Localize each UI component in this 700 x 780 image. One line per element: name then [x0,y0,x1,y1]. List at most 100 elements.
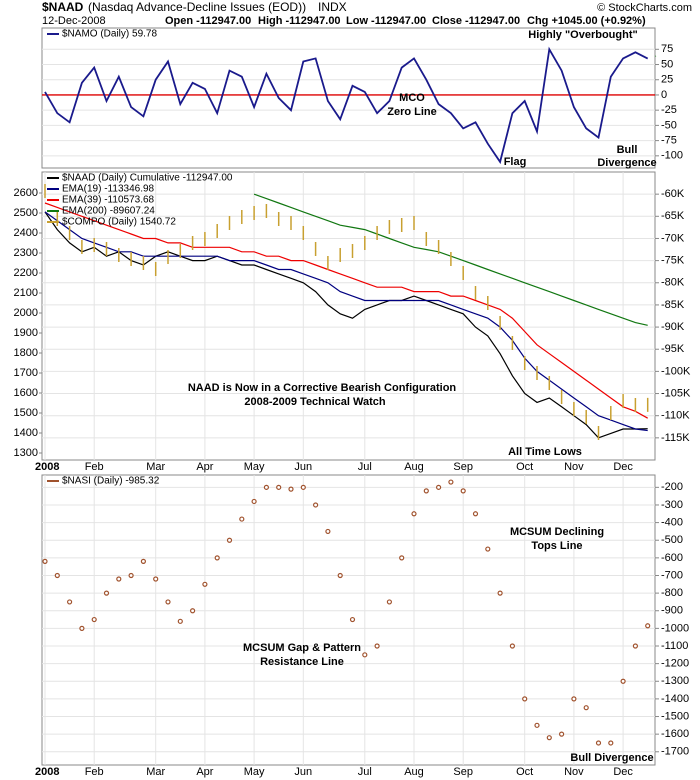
y-tick-label: 25 [661,74,673,86]
y-tick-label: -25 [661,104,677,116]
y-tick-label: -800 [661,587,683,599]
x-tick-label: Nov [564,766,584,778]
dot [522,696,528,702]
annotation: 2008-2009 Technical Watch [244,396,386,408]
high: High -112947.00 [258,15,341,27]
panel [41,171,656,461]
close: Close -112947.00 [432,15,520,27]
dot [558,731,565,737]
x-tick-label: Jun [294,461,312,473]
y-tick-label: -70K [661,232,685,244]
dot [571,696,577,702]
dot [239,516,245,522]
y-tick-label: -1600 [661,728,689,740]
x-tick-label: Dec [613,766,633,778]
annotation: Tops Line [531,540,582,552]
dot [399,555,405,561]
y-tick-label: -500 [661,534,683,546]
annotation: All Time Lows [508,446,582,458]
series-line [44,202,648,419]
y2-tick-label: 1700 [14,367,38,379]
x-tick-label: Sep [453,461,473,473]
dot [608,740,614,746]
y-tick-label: -1200 [661,658,689,670]
series-line [44,211,648,439]
dot [583,705,589,711]
series-line [44,46,649,165]
y-tick-label: 75 [661,43,673,55]
x-tick-label: Apr [196,766,213,778]
dot [546,735,552,741]
symbol: $NAAD [42,0,84,14]
dot [325,528,331,535]
dot [140,558,146,564]
y-tick-label: -100K [661,365,691,377]
dot [423,488,429,494]
dot [263,484,269,490]
annotation: MCSUM Declining [510,526,604,538]
dot [79,625,85,631]
y2-tick-label: 1600 [14,387,38,399]
low: Low -112947.00 [346,15,426,27]
dot [509,643,516,649]
dot [91,616,97,623]
dot [103,590,110,596]
dot [276,484,282,490]
x-tick-label: Feb [85,461,104,473]
y-tick-label: -400 [661,517,683,529]
y-tick-label: -200 [661,481,683,493]
dot [251,498,257,505]
annotation: NAAD is Now in a Corrective Bearish Conf… [188,382,457,394]
y-tick-label: -900 [661,605,683,617]
dot [534,722,540,728]
y-tick-label: -1000 [661,622,689,634]
annotation: Zero Line [387,106,437,118]
panel [41,474,656,766]
dot [128,572,134,579]
y2-tick-label: 2100 [14,287,38,299]
dot [448,479,454,485]
credit: © StockCharts.com [597,2,692,14]
annotation: Flag [504,156,527,168]
annotation: Resistance Line [260,656,344,668]
x-tick-label: Nov [564,461,584,473]
dot [386,599,392,605]
x-tick-label: Aug [404,461,424,473]
dot [177,618,183,624]
series-line [44,211,648,432]
y-tick-label: -1500 [661,710,689,722]
y-tick-label: -50 [661,119,677,131]
dot [472,511,479,517]
legend-entry: $NAAD (Daily) Cumulative -112947.00 [62,173,233,184]
y-tick-label: -300 [661,499,683,511]
dot [116,576,122,582]
y-tick-label: -700 [661,569,683,581]
dot [460,488,466,494]
annotation: Bull Divergence [570,752,653,764]
dot [288,486,294,492]
y-tick-label: -100 [661,150,683,162]
legend-entry: $NAMO (Daily) 59.78 [62,29,157,40]
y2-tick-label: 1500 [14,407,38,419]
x-tick-label: Mar [146,461,165,473]
y-tick-label: -75 [661,135,677,147]
dot [632,643,639,649]
y-tick-label: -110K [661,410,690,422]
y-tick-label: -90K [661,321,685,333]
annotation: MCO [399,92,425,104]
y2-tick-label: 2500 [14,207,38,219]
dot [436,484,442,490]
dot [54,572,60,579]
y-tick-label: -1700 [661,746,689,758]
y2-tick-label: 2200 [14,267,38,279]
annotation: Divergence [597,157,656,169]
y-tick-label: -1300 [661,675,689,687]
x-tick-label: Apr [196,461,213,473]
y-tick-label: 50 [661,58,673,70]
annotation: Bull [617,144,638,156]
legend-entry: $COMPO (Daily) 1540.72 [62,217,176,228]
dot [153,576,159,582]
dot [42,558,48,564]
